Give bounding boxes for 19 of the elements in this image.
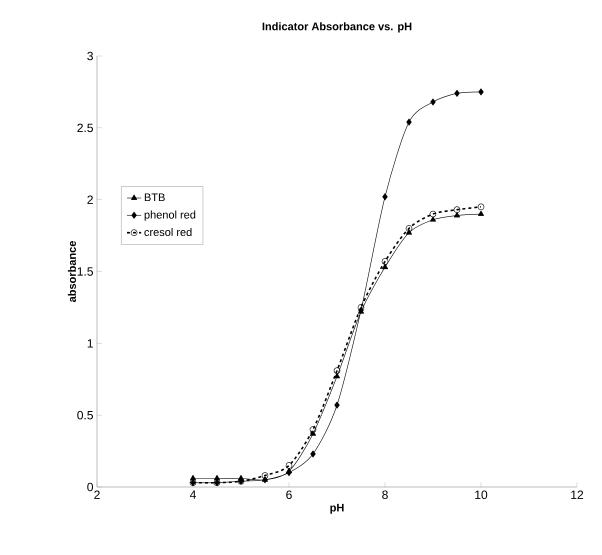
y-tick-label: 1.5: [78, 267, 93, 276]
y-tick-label: 0: [87, 482, 94, 492]
y-tick-label: 2: [87, 195, 93, 204]
chart-title: Indicator Absorbance vs. pH: [262, 22, 412, 32]
x-tick-label: 12: [571, 490, 584, 499]
legend-label: BTB: [144, 193, 165, 202]
y-tick-label: 1: [88, 339, 93, 348]
x-tick-label: 8: [382, 490, 388, 500]
y-tick-label: 2.5: [77, 124, 93, 132]
x-tick-label: 2: [94, 490, 100, 499]
x-tick-label: 6: [286, 490, 292, 500]
x-tick-label: 10: [475, 490, 488, 500]
y-axis-title: absorbance: [68, 241, 76, 302]
legend-label: phenol red: [144, 210, 196, 221]
y-tick-label: 3: [87, 52, 93, 60]
y-tick-label: 0.5: [77, 410, 93, 420]
legend-label: cresol red: [144, 228, 192, 236]
x-axis-title: pH: [330, 504, 344, 514]
x-tick-label: 4: [190, 490, 196, 499]
